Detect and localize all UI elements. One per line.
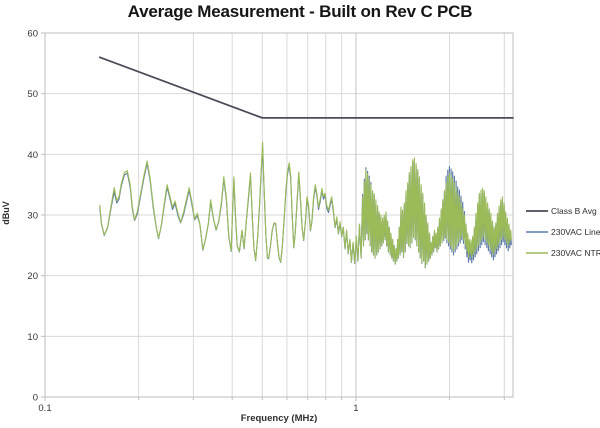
class-b-avg-line-swatch-icon — [526, 209, 548, 212]
legend-label-class-b-avg: Class B Avg — [551, 205, 597, 216]
legend-item-class-b-avg: Class B Avg — [526, 200, 600, 221]
plot-border — [44, 32, 514, 398]
series-class-b-avg — [98, 56, 514, 119]
legend: Class B Avg 230VAC Line 230VAC NTRL — [526, 200, 600, 263]
y-tick-label: 20 — [27, 271, 38, 282]
y-tick-label: 40 — [27, 150, 38, 161]
y-tick-label: 10 — [27, 332, 38, 343]
230vac-line-swatch-icon — [526, 230, 548, 233]
y-tick-label: 60 — [27, 29, 38, 40]
y-axis-title: dBuV — [1, 201, 11, 225]
chart-title: Average Measurement - Built on Rev C PCB — [127, 2, 473, 21]
y-tick-label: 50 — [27, 89, 38, 100]
legend-label-230vac-line: 230VAC Line — [551, 226, 600, 237]
x-axis-title: Frequency (MHz) — [240, 413, 318, 424]
x-tick-label: 0.1 — [38, 403, 51, 414]
series-230vac-ntrl — [99, 141, 512, 268]
legend-label-230vac-ntrl: 230VAC NTRL — [551, 247, 600, 258]
legend-item-230vac-line: 230VAC Line — [526, 221, 600, 242]
230vac-ntrl-swatch-icon — [526, 251, 548, 254]
y-tick-label: 0 — [33, 393, 38, 404]
legend-item-230vac-ntrl: 230VAC NTRL — [526, 242, 600, 263]
y-tick-label: 30 — [27, 211, 38, 222]
x-tick-label: 1 — [353, 403, 358, 414]
